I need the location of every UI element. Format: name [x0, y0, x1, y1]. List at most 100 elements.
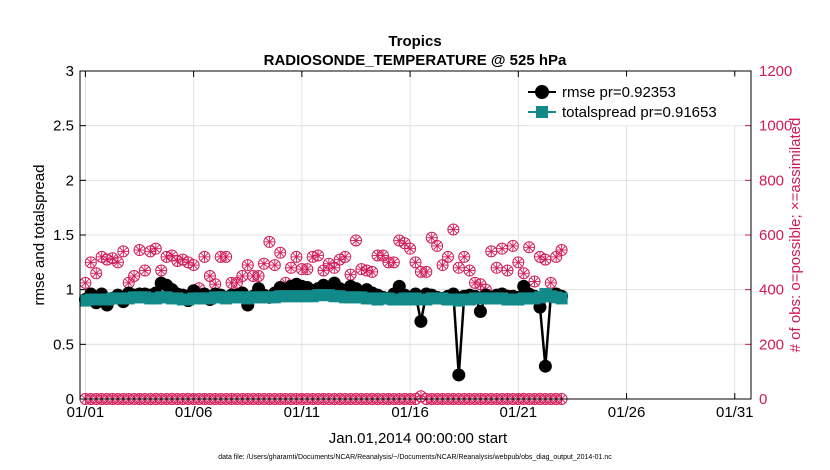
obs-possible-point-spoke — [260, 259, 268, 268]
obs-possible-point-circle — [501, 264, 514, 277]
obs-possible-point-spoke — [206, 272, 214, 280]
y2-tick-label: 0 — [759, 391, 767, 408]
obs-possible-point — [463, 264, 476, 277]
obs-possible-point — [138, 264, 151, 277]
obs-possible-point-spoke — [141, 266, 149, 275]
obs-possible-point-spoke — [487, 247, 496, 256]
legend-marker-totalspread — [536, 106, 548, 118]
obs-possible-point — [268, 259, 281, 272]
x-tick-label: 01/01 — [67, 404, 105, 421]
obs-possible-point-spoke — [422, 268, 431, 276]
obs-possible-point — [377, 249, 390, 262]
obs-possible-point-circle — [387, 256, 400, 269]
obs-possible-point-circle — [301, 263, 314, 276]
obs-possible-point — [490, 261, 503, 274]
obs-possible-point-circle — [366, 265, 379, 278]
obs-possible-point-circle — [349, 234, 362, 247]
obs-possible-point — [344, 268, 357, 281]
obs-possible-point — [117, 245, 130, 258]
obs-possible-point — [301, 263, 314, 276]
obs-possible-point-spoke — [119, 247, 128, 256]
obs-possible-point — [128, 270, 141, 282]
x-tick-label: 01/06 — [175, 404, 213, 421]
obs-possible-point-spoke — [222, 253, 230, 261]
obs-possible-point-spoke — [92, 269, 101, 278]
obs-possible-point — [155, 264, 168, 277]
obs-possible-point-spoke — [406, 244, 414, 253]
obs-possible-point — [274, 246, 287, 259]
obs-possible-point-spoke — [557, 246, 566, 254]
totalspread-point — [555, 292, 568, 305]
obs-possible-point-spoke — [546, 278, 555, 287]
y2-tick-label: 1200 — [759, 63, 792, 80]
obs-possible-point-spoke — [530, 277, 539, 286]
obs-possible-point — [517, 267, 530, 280]
obs-possible-point-spoke — [368, 268, 377, 276]
y2-tick-label: 200 — [759, 336, 784, 353]
obs-possible-point — [512, 256, 525, 269]
obs-possible-point-circle — [290, 250, 303, 263]
obs-possible-point-spoke — [476, 280, 485, 289]
plot-frame — [79, 70, 752, 400]
obs-possible-point-circle — [420, 265, 433, 278]
obs-possible-point-spoke — [444, 253, 452, 261]
obs-possible-point-circle — [506, 239, 519, 252]
axis-ticks: 01/01 01/06 01/11 01/16 01/21 01/26 01/31 0 0.5 1… — [53, 63, 792, 421]
obs-possible-point-circle — [339, 250, 352, 263]
obs-possible-point — [431, 239, 444, 252]
obs-possible-point-spoke — [86, 258, 95, 267]
x-tick-label: 01/21 — [500, 404, 538, 421]
series-layer — [78, 223, 569, 405]
obs-possible-point — [79, 276, 92, 289]
obs-possible-point-spoke — [509, 242, 517, 250]
obs-possible-point — [528, 275, 541, 288]
obs-possible-point-spoke — [438, 261, 447, 269]
obs-possible-point — [203, 270, 216, 282]
obs-possible-point — [133, 244, 146, 257]
obs-possible-point — [349, 234, 362, 247]
obs-possible-point-spoke — [238, 272, 247, 280]
obs-possible-point — [285, 261, 298, 274]
obs-possible-point-spoke — [157, 266, 166, 275]
obs-possible-point — [539, 253, 552, 266]
obs-possible-point-spoke — [449, 225, 458, 234]
obs-possible-point-circle — [117, 245, 130, 258]
obs-possible-point — [312, 249, 325, 262]
legend: rmse pr=0.92353 totalspread pr=0.91653 — [527, 76, 739, 126]
obs-possible-point-circle — [187, 259, 200, 272]
obs-possible-point-spoke — [352, 236, 360, 245]
obs-possible-point-spoke — [433, 242, 441, 250]
obs-possible-point-spoke — [390, 258, 398, 267]
x-tick-label: 01/11 — [284, 404, 320, 421]
obs-possible-point — [263, 235, 276, 248]
obs-possible-point-spoke — [276, 248, 285, 257]
obs-possible-point-spoke — [411, 258, 420, 267]
y2-tick-label: 400 — [759, 282, 784, 299]
rmse-point — [414, 314, 428, 328]
obs-possible-point — [257, 257, 270, 270]
obs-possible-point-spoke — [130, 272, 138, 280]
y2-axis-label: # of obs: o=possible; ×=assimilated — [787, 118, 804, 353]
obs-possible-point-circle — [523, 241, 536, 254]
obs-possible-point-circle — [111, 256, 124, 269]
rmse-point — [452, 368, 466, 382]
y-tick-label: 1.5 — [53, 227, 74, 244]
obs-possible-point-spoke — [270, 261, 279, 269]
obs-possible-point-spoke — [211, 280, 220, 289]
rmse-point — [473, 305, 487, 319]
obs-possible-point-spoke — [200, 253, 209, 261]
obs-possible-point — [441, 250, 454, 263]
obs-possible-point — [290, 250, 303, 263]
y-tick-label: 1 — [66, 282, 74, 299]
obs-possible-point — [485, 245, 498, 258]
obs-possible-point-circle — [517, 267, 530, 280]
obs-possible-point-spoke — [541, 255, 550, 264]
obs-possible-point-circle — [90, 267, 103, 280]
x-tick-label: 01/16 — [391, 404, 429, 421]
obs-possible-point — [220, 250, 233, 263]
obs-possible-point-spoke — [341, 253, 350, 261]
obs-possible-point-spoke — [379, 251, 387, 260]
obs-possible-point-spoke — [454, 263, 463, 272]
obs-possible-point-spoke — [314, 251, 322, 260]
obs-possible-point-spoke — [114, 258, 122, 267]
